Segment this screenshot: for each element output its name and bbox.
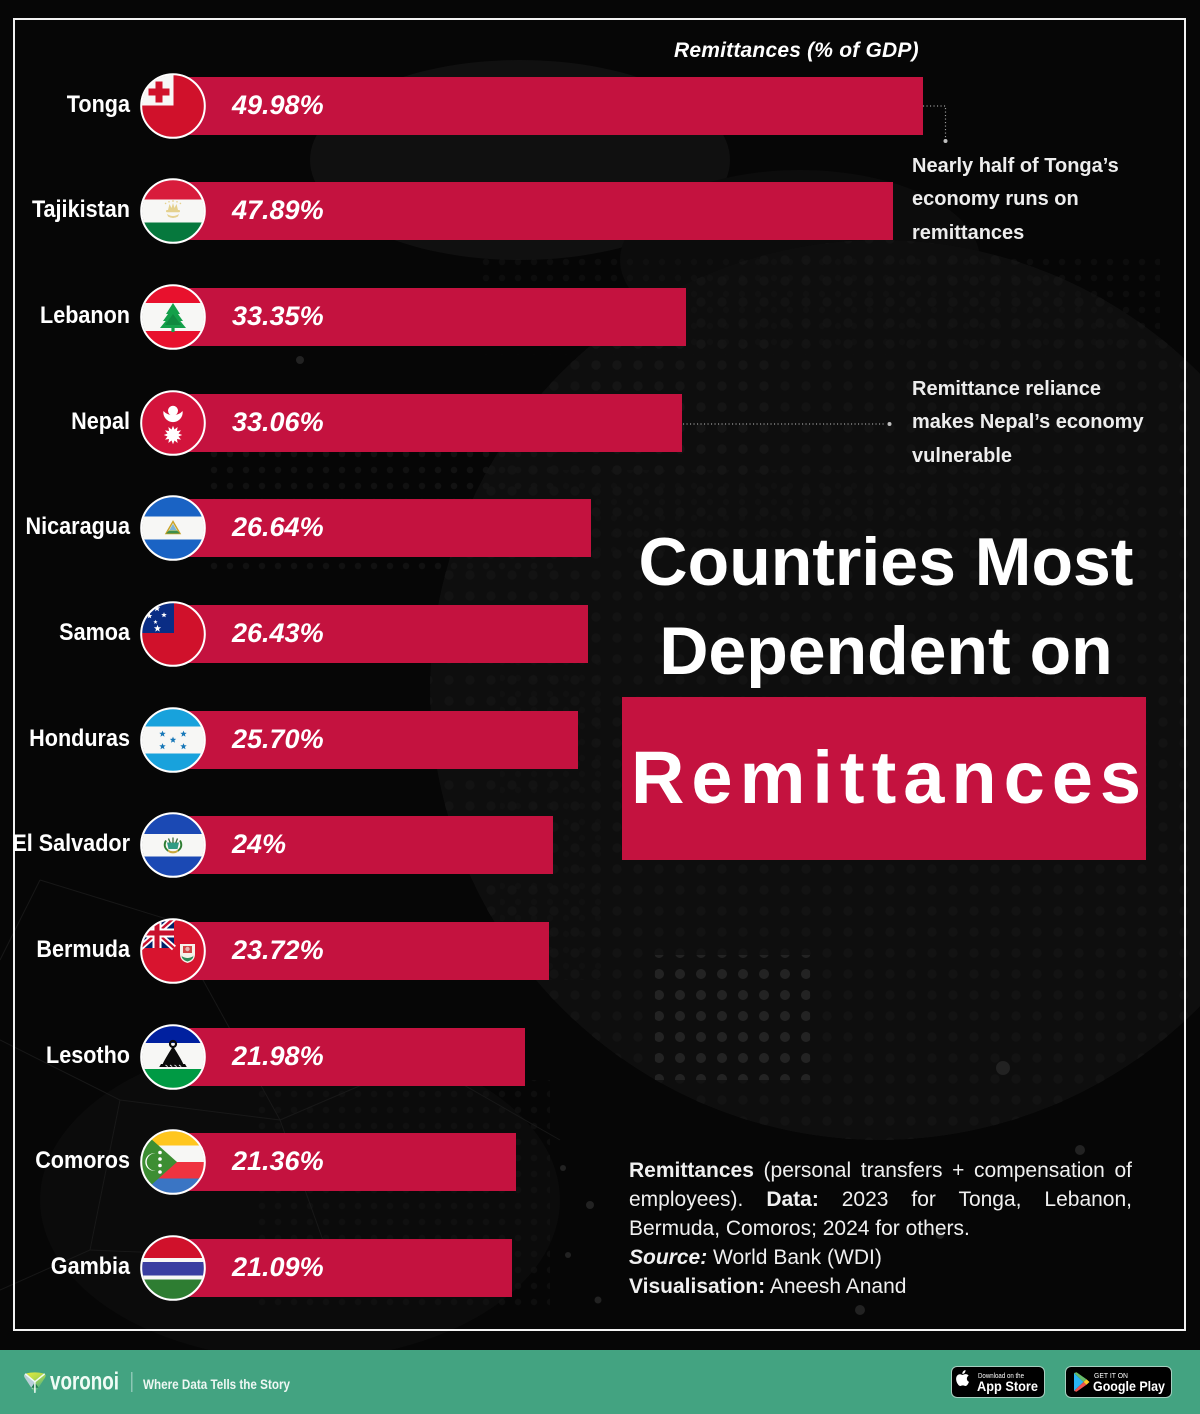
svg-text:voronoi: voronoi xyxy=(50,1368,119,1396)
svg-text:Download on the: Download on the xyxy=(978,1373,1024,1380)
svg-text:GET IT ON: GET IT ON xyxy=(1094,1373,1128,1380)
svg-text:Where Data Tells the Story: Where Data Tells the Story xyxy=(143,1376,290,1392)
svg-text:App Store: App Store xyxy=(977,1378,1038,1394)
svg-text:Google Play: Google Play xyxy=(1093,1378,1165,1394)
